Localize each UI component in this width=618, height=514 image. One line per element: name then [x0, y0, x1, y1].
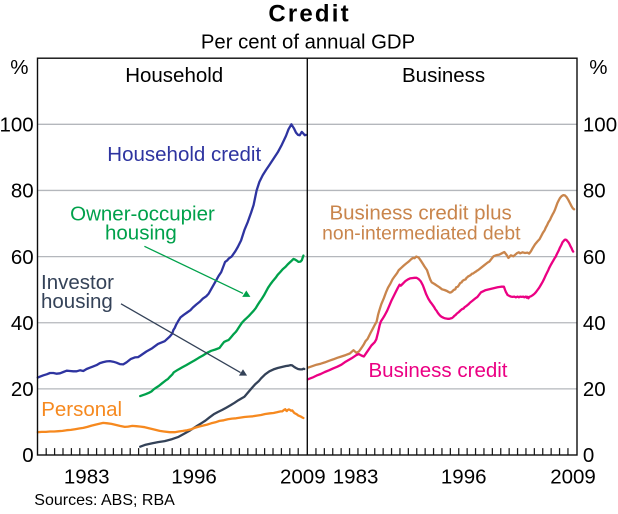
svg-text:20: 20 — [11, 378, 34, 401]
svg-text:60: 60 — [583, 246, 606, 269]
svg-text:Household credit: Household credit — [107, 143, 261, 166]
svg-text:1983: 1983 — [64, 465, 110, 488]
svg-text:0: 0 — [583, 444, 594, 467]
svg-text:Household: Household — [125, 64, 223, 87]
svg-text:20: 20 — [583, 378, 606, 401]
svg-text:%: % — [589, 56, 607, 79]
svg-text:80: 80 — [11, 180, 34, 203]
svg-text:1996: 1996 — [441, 465, 487, 488]
svg-text:Personal: Personal — [41, 398, 122, 421]
svg-text:Investor: Investor — [41, 271, 114, 294]
svg-text:60: 60 — [11, 246, 34, 269]
svg-text:housing: housing — [105, 221, 177, 244]
svg-text:100: 100 — [583, 114, 617, 137]
svg-text:40: 40 — [583, 312, 606, 335]
svg-text:Per cent of annual GDP: Per cent of annual GDP — [201, 32, 415, 54]
svg-text:non-intermediated debt: non-intermediated debt — [322, 224, 521, 245]
svg-text:1983: 1983 — [333, 465, 379, 488]
svg-text:1996: 1996 — [171, 465, 217, 488]
svg-text:Business: Business — [402, 64, 485, 87]
svg-text:Business credit plus: Business credit plus — [329, 202, 511, 225]
svg-text:0: 0 — [22, 444, 33, 467]
svg-text:Credit: Credit — [268, 1, 351, 28]
svg-text:80: 80 — [583, 180, 606, 203]
svg-text:%: % — [10, 56, 28, 79]
svg-text:housing: housing — [41, 290, 113, 313]
svg-text:Owner-occupier: Owner-occupier — [70, 203, 215, 226]
svg-text:2009: 2009 — [550, 465, 596, 488]
svg-text:100: 100 — [0, 114, 34, 137]
svg-text:Business credit: Business credit — [369, 359, 508, 382]
svg-text:40: 40 — [11, 312, 34, 335]
svg-text:2009: 2009 — [280, 465, 326, 488]
svg-text:Sources: ABS; RBA: Sources: ABS; RBA — [34, 492, 175, 509]
